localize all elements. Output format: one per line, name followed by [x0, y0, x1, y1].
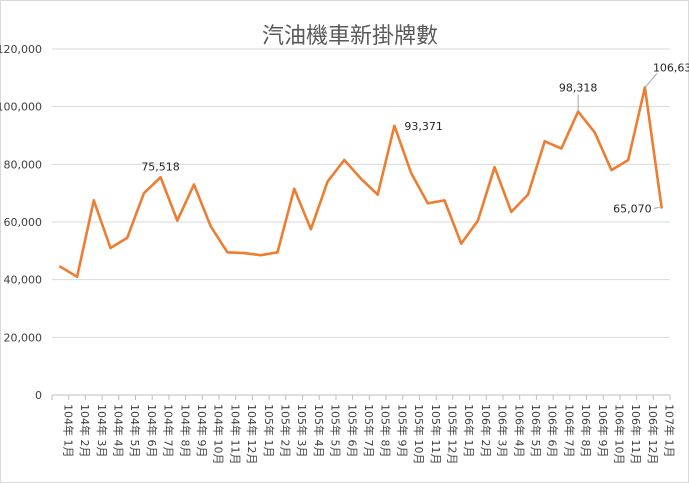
x-tick-label: 104年 3月 — [95, 404, 109, 458]
x-tick-label: 107年 1月 — [663, 404, 677, 458]
data-point — [142, 191, 146, 195]
x-tick-label: 104年 12月 — [245, 404, 259, 465]
x-tick-label: 106年 12月 — [646, 404, 660, 465]
x-tick-label: 106年 3月 — [496, 404, 510, 458]
x-tick-label: 104年 9月 — [195, 404, 209, 458]
data-label-leader — [653, 206, 660, 209]
x-tick-label: 105年 5月 — [329, 404, 343, 458]
y-tick-label: 100,000 — [0, 101, 42, 114]
x-tick-label: 106年 10月 — [613, 404, 627, 465]
x-tick-label: 104年 10月 — [212, 404, 226, 465]
data-point — [176, 219, 179, 222]
data-point — [460, 242, 463, 245]
x-tick-label: 104年 6月 — [145, 404, 159, 458]
x-tick-label: 105年 6月 — [345, 404, 359, 458]
x-tick-label: 104年 4月 — [111, 404, 125, 458]
x-tick-label: 105年 9月 — [395, 404, 409, 458]
data-point — [393, 124, 396, 127]
x-tick-label: 106年 1月 — [462, 404, 476, 458]
y-tick-label: 60,000 — [4, 216, 43, 229]
x-tick-label: 104年 2月 — [78, 404, 92, 458]
data-point — [292, 187, 296, 191]
data-point — [560, 147, 563, 150]
data-label: 75,518 — [141, 160, 180, 173]
data-point — [192, 183, 196, 186]
gridlines — [52, 48, 670, 338]
y-tick-label: 0 — [35, 389, 42, 402]
data-point — [125, 236, 129, 240]
x-tick-label: 105年 1月 — [262, 404, 276, 458]
data-point — [543, 140, 546, 143]
data-label-leader — [644, 73, 658, 88]
data-point — [109, 246, 112, 250]
x-tick-label: 106年 7月 — [562, 404, 576, 458]
data-label: 106,638 — [653, 62, 689, 75]
x-tick-label: 105年 12月 — [446, 404, 460, 465]
y-tick-label: 80,000 — [4, 158, 43, 171]
x-tick-label: 104年 1月 — [61, 404, 75, 458]
x-tick-label: 106年 4月 — [512, 404, 526, 458]
y-tick-label: 120,000 — [0, 43, 42, 56]
data-point — [359, 177, 363, 180]
x-tick-label: 105年 7月 — [362, 404, 376, 458]
data-point — [326, 180, 329, 183]
x-tick-label: 105年 2月 — [278, 404, 292, 458]
data-label: 98,318 — [559, 82, 598, 95]
data-point — [259, 253, 262, 257]
data-point — [75, 275, 79, 278]
data-label: 93,371 — [404, 120, 443, 133]
x-tick-label: 106年 5月 — [529, 404, 543, 458]
series-line-path — [59, 86, 663, 279]
y-tick-label: 40,000 — [4, 274, 43, 287]
data-point — [276, 251, 279, 254]
x-tick-label: 106年 2月 — [479, 404, 493, 458]
x-tick-label: 106年 8月 — [579, 404, 593, 458]
data-point — [593, 131, 597, 134]
data-point — [209, 225, 212, 228]
x-tick-label: 105年 3月 — [295, 404, 309, 458]
data-point — [426, 202, 430, 205]
series-line — [59, 86, 663, 279]
x-tick-label: 105年 4月 — [312, 404, 326, 458]
data-point — [226, 251, 229, 254]
data-point — [159, 176, 162, 179]
y-axis: 0 20,000 40,000 60,000 80,000 100,000 120,000 — [0, 43, 42, 402]
data-point — [627, 158, 630, 162]
x-tick-label: 105年 10月 — [412, 404, 426, 465]
data-point — [343, 158, 346, 162]
data-point — [493, 166, 496, 169]
data-point — [242, 251, 246, 255]
y-tick-label: 20,000 — [4, 331, 43, 344]
x-axis: 104年 1月 104年 2月 104年 3月 104年 4月 104年 5月 104年 … — [51, 394, 677, 465]
x-tick-label: 104年 8月 — [178, 404, 192, 458]
x-tick-label: 106年 11月 — [629, 404, 643, 465]
x-tick-label: 106年 9月 — [596, 404, 610, 458]
data-point — [526, 193, 530, 196]
x-tick-label: 105年 8月 — [379, 404, 393, 458]
data-label: 65,070 — [613, 202, 652, 215]
data-point — [309, 228, 313, 231]
data-point — [510, 210, 513, 214]
x-tick-label: 104年 5月 — [128, 404, 142, 458]
data-point — [476, 219, 480, 222]
data-labels: 75,518 93,371 98,318 106,638 65,070 — [141, 62, 689, 216]
x-tick-label: 104年 7月 — [162, 404, 176, 458]
data-point — [409, 171, 413, 175]
data-point — [59, 265, 62, 268]
data-point — [660, 206, 663, 209]
data-point — [92, 199, 95, 202]
x-tick-label: 104年 11月 — [228, 404, 242, 465]
x-tick-label: 106年 6月 — [546, 404, 560, 458]
chart-title: 汽油機車新掛牌數 — [262, 24, 438, 49]
data-point — [376, 193, 379, 196]
x-tick-label: 105年 11月 — [429, 404, 443, 465]
data-point — [610, 168, 613, 172]
data-point — [443, 199, 446, 202]
